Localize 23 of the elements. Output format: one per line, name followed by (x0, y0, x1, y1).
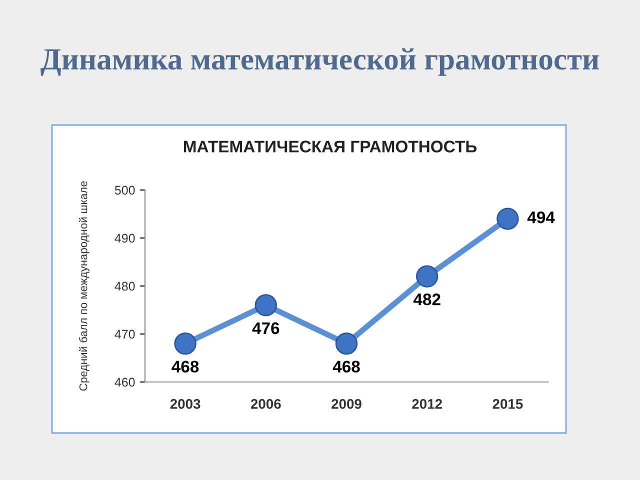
data-label: 494 (527, 211, 555, 224)
y-tick-label: 490 (114, 234, 135, 243)
y-tick-label: 500 (114, 186, 135, 195)
chart-title: Динамика математической грамотности (40, 48, 599, 76)
y-axis-title: Средний балл по международной шкале (78, 181, 90, 391)
x-tick-label: 2003 (170, 399, 200, 409)
chart-subtitle: МАТЕМАТИЧЕСКАЯ ГРАМОТНОСТЬ (184, 140, 477, 152)
data-label: 482 (413, 294, 440, 306)
data-label: 476 (252, 322, 280, 334)
data-label: 468 (172, 360, 199, 373)
point (174, 332, 196, 355)
point (254, 294, 278, 316)
y-tick-label: 480 (114, 282, 135, 291)
point (496, 208, 519, 230)
data-label: 468 (332, 360, 360, 373)
point (335, 332, 358, 355)
y-tick-label: 460 (114, 378, 135, 387)
x-tick-label: 2006 (250, 399, 281, 409)
y-tick-label: 470 (114, 330, 135, 339)
point (416, 265, 438, 288)
x-tick-label: 2015 (492, 399, 523, 409)
x-tick-label: 2009 (332, 399, 362, 409)
x-tick-label: 2012 (412, 399, 442, 409)
